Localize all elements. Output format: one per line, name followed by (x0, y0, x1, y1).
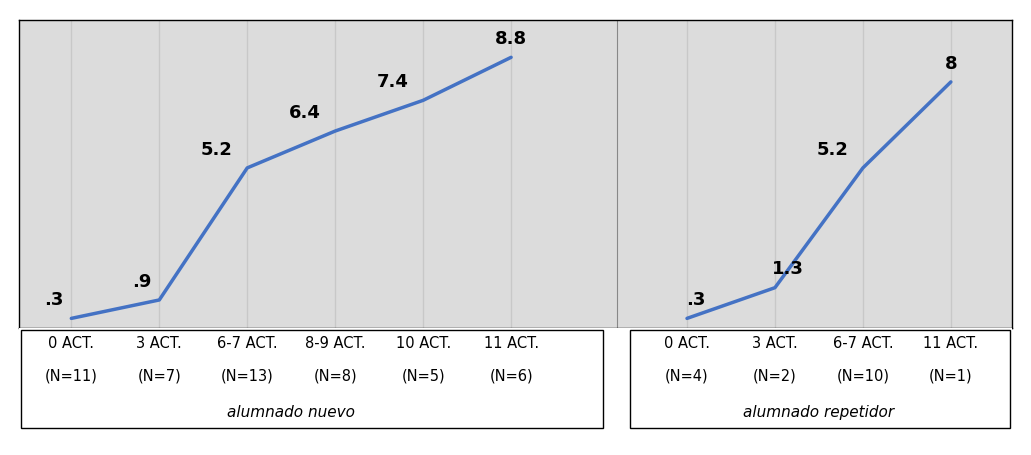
Text: alumnado nuevo: alumnado nuevo (227, 405, 356, 420)
Text: 8-9 ACT.: 8-9 ACT. (305, 336, 365, 351)
Text: alumnado repetidor: alumnado repetidor (743, 405, 895, 420)
Text: 1.3: 1.3 (772, 260, 804, 278)
Text: 3 ACT.: 3 ACT. (752, 336, 798, 351)
Text: 10 ACT.: 10 ACT. (396, 336, 451, 351)
Text: 7.4: 7.4 (376, 73, 408, 91)
Text: 3 ACT.: 3 ACT. (136, 336, 182, 351)
Text: .3: .3 (44, 291, 64, 309)
Text: 6-7 ACT.: 6-7 ACT. (217, 336, 277, 351)
Text: (N=13): (N=13) (221, 369, 273, 384)
Text: (N=10): (N=10) (836, 369, 890, 384)
Text: 0 ACT.: 0 ACT. (48, 336, 94, 351)
Text: (N=5): (N=5) (401, 369, 445, 384)
Text: 6.4: 6.4 (289, 104, 321, 122)
Text: .9: .9 (132, 273, 152, 291)
Text: 5.2: 5.2 (817, 141, 849, 159)
Text: (N=8): (N=8) (313, 369, 357, 384)
Text: 8.8: 8.8 (495, 30, 527, 48)
Text: 0 ACT.: 0 ACT. (664, 336, 710, 351)
Text: 11 ACT.: 11 ACT. (924, 336, 978, 351)
Text: 8: 8 (944, 55, 957, 73)
Text: 11 ACT.: 11 ACT. (484, 336, 538, 351)
Text: (N=1): (N=1) (929, 369, 972, 384)
Bar (630, 329, 1009, 428)
Text: (N=6): (N=6) (490, 369, 533, 384)
Text: 5.2: 5.2 (200, 141, 232, 159)
Bar (22, 329, 603, 428)
Text: (N=4): (N=4) (665, 369, 709, 384)
Text: (N=11): (N=11) (45, 369, 98, 384)
Text: 6-7 ACT.: 6-7 ACT. (833, 336, 893, 351)
Text: (N=7): (N=7) (137, 369, 181, 384)
Text: (N=2): (N=2) (753, 369, 797, 384)
Text: .3: .3 (686, 291, 705, 309)
